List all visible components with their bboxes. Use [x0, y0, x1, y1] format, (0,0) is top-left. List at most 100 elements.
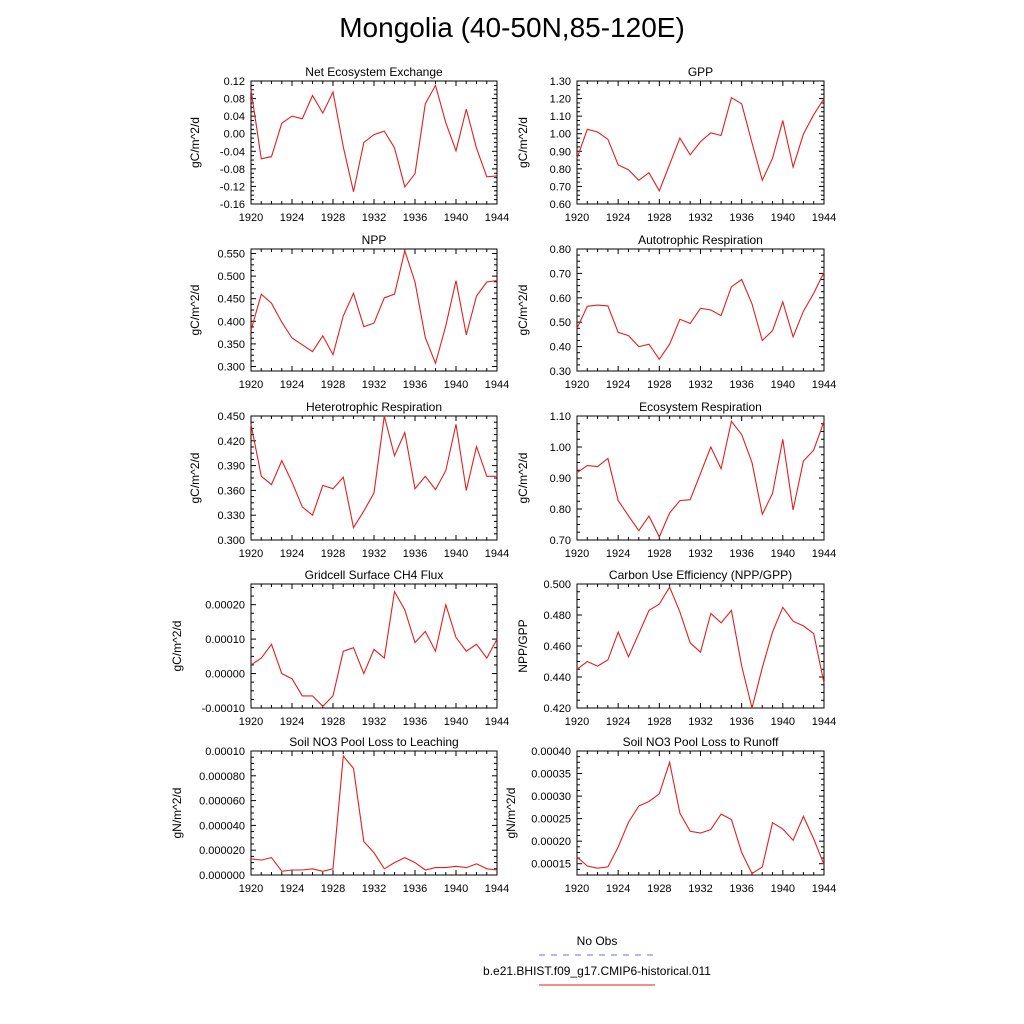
x-tick-label: 1936 — [729, 379, 753, 391]
y-tick-label: 0.460 — [543, 641, 571, 653]
y-axis-label: gN/m^2/d — [504, 788, 518, 839]
y-tick-label: 0.000020 — [199, 845, 245, 857]
x-tick-label: 1944 — [485, 212, 509, 224]
x-tick-label: 1924 — [606, 212, 630, 224]
x-tick-label: 1924 — [606, 716, 630, 728]
x-tick-label: 1940 — [771, 883, 795, 895]
legend: No Obs b.e21.BHIST.f09_g17.CMIP6-historic… — [483, 934, 711, 986]
chart-panel-1: 1920 1924 1928 1932 1936 1940 1944 0.12 0.08 0.04… — [188, 65, 509, 224]
x-tick-label: 1932 — [362, 548, 386, 560]
x-tick-label: 1920 — [565, 212, 589, 224]
series-line — [576, 760, 825, 875]
chart-panel-4: 1920 1924 1928 1932 1936 1940 1944 0.80 0.70 0.60… — [516, 233, 836, 391]
x-tick-label: 1944 — [812, 883, 836, 895]
x-tick-label: 1940 — [444, 716, 468, 728]
y-axis-label: gN/m^2/d — [170, 788, 184, 839]
y-axis-label: NPP/GPP — [516, 619, 530, 672]
x-tick-label: 1932 — [362, 379, 386, 391]
chart-panel-6: 1920 1924 1928 1932 1936 1940 1944 1.10 1.00 0.90… — [516, 400, 836, 560]
x-tick-label: 1944 — [485, 379, 509, 391]
y-tick-label: 0.00035 — [531, 769, 571, 781]
y-tick-label: 0.90 — [550, 146, 571, 158]
y-tick-label: 0.40 — [550, 342, 571, 354]
x-tick-label: 1944 — [812, 548, 836, 560]
y-tick-label: 0.00010 — [205, 634, 245, 646]
chart-panel-8: 1920 1924 1928 1932 1936 1940 1944 0.500 0.480 0.… — [516, 568, 836, 728]
y-tick-label: 1.00 — [550, 129, 571, 141]
x-tick-label: 1944 — [485, 716, 509, 728]
chart-panel-3: 1920 1924 1928 1932 1936 1940 1944 0.550 0.500 0.… — [188, 233, 509, 391]
y-tick-label: 0.480 — [543, 610, 571, 622]
x-tick-label: 1928 — [647, 548, 671, 560]
chart-panel-10: 1920 1924 1928 1932 1936 1940 1944 0.00040 0.000… — [504, 735, 836, 895]
y-tick-label: -0.12 — [220, 181, 245, 193]
y-tick-label: 0.00020 — [531, 836, 571, 848]
y-axis-label: gC/m^2/d — [188, 117, 202, 168]
y-tick-label: 0.04 — [224, 111, 245, 123]
x-tick-label: 1944 — [485, 883, 509, 895]
plot-frame — [250, 415, 498, 541]
y-tick-label: 0.550 — [217, 249, 245, 261]
y-tick-label: 0.450 — [217, 411, 245, 423]
y-tick-label: -0.00010 — [202, 703, 245, 715]
x-tick-label: 1924 — [280, 548, 304, 560]
x-tick-label: 1928 — [321, 883, 345, 895]
y-tick-label: 0.330 — [217, 510, 245, 522]
figure-title: Mongolia (40-50N,85-120E) — [339, 12, 685, 43]
x-tick-label: 1940 — [444, 379, 468, 391]
x-tick-label: 1936 — [403, 212, 427, 224]
y-tick-label: 0.300 — [217, 361, 245, 373]
x-tick-label: 1936 — [729, 212, 753, 224]
y-tick-label: 0.350 — [217, 339, 245, 351]
panel-title: Soil NO3 Pool Loss to Runoff — [623, 735, 780, 749]
x-tick-label: 1932 — [362, 716, 386, 728]
x-tick-label: 1920 — [239, 212, 263, 224]
y-axis-label: gC/m^2/d — [188, 453, 202, 504]
y-tick-label: 0.000040 — [199, 820, 245, 832]
y-axis-label: gC/m^2/d — [516, 285, 530, 336]
y-tick-label: 0.500 — [217, 271, 245, 283]
y-tick-label: 0.420 — [543, 703, 571, 715]
y-tick-label: 0.70 — [550, 181, 571, 193]
x-tick-label: 1928 — [321, 379, 345, 391]
y-tick-label: 0.70 — [550, 535, 571, 547]
y-axis-label: gC/m^2/d — [170, 621, 184, 672]
series-line — [576, 420, 825, 539]
y-tick-label: 1.00 — [550, 442, 571, 454]
x-tick-label: 1932 — [688, 548, 712, 560]
x-tick-label: 1936 — [403, 379, 427, 391]
x-tick-label: 1936 — [403, 883, 427, 895]
x-tick-label: 1932 — [688, 379, 712, 391]
plot-frame — [250, 248, 498, 372]
y-tick-label: 0.50 — [550, 317, 571, 329]
x-tick-label: 1932 — [688, 212, 712, 224]
y-axis-label: gC/m^2/d — [516, 453, 530, 504]
x-tick-label: 1920 — [239, 548, 263, 560]
series-line — [576, 585, 825, 709]
y-tick-label: 0.60 — [550, 293, 571, 305]
chart-panel-5: 1920 1924 1928 1932 1936 1940 1944 0.450 0.420 0.… — [188, 400, 509, 560]
x-tick-label: 1940 — [771, 212, 795, 224]
plot-frame — [576, 583, 825, 709]
plot-frame — [250, 750, 498, 876]
x-tick-label: 1920 — [565, 883, 589, 895]
plot-frame — [250, 80, 498, 205]
legend-label: No Obs — [577, 934, 618, 948]
y-axis-label: gC/m^2/d — [188, 285, 202, 336]
series-line — [250, 83, 498, 192]
y-tick-label: 0.450 — [217, 294, 245, 306]
y-tick-label: -0.04 — [220, 146, 245, 158]
x-tick-label: 1944 — [485, 548, 509, 560]
series-line — [576, 96, 825, 193]
x-tick-label: 1936 — [729, 716, 753, 728]
series-line — [250, 415, 497, 530]
x-tick-label: 1920 — [239, 716, 263, 728]
y-tick-label: 0.30 — [550, 366, 571, 378]
x-tick-label: 1928 — [647, 379, 671, 391]
chart-panel-7: 1920 1924 1928 1932 1936 1940 1944 0.00020 0.000… — [170, 568, 509, 728]
panel-title: Carbon Use Efficiency (NPP/GPP) — [609, 568, 792, 582]
x-tick-label: 1924 — [280, 379, 304, 391]
y-tick-label: 0.00040 — [531, 746, 571, 758]
x-tick-label: 1932 — [688, 883, 712, 895]
